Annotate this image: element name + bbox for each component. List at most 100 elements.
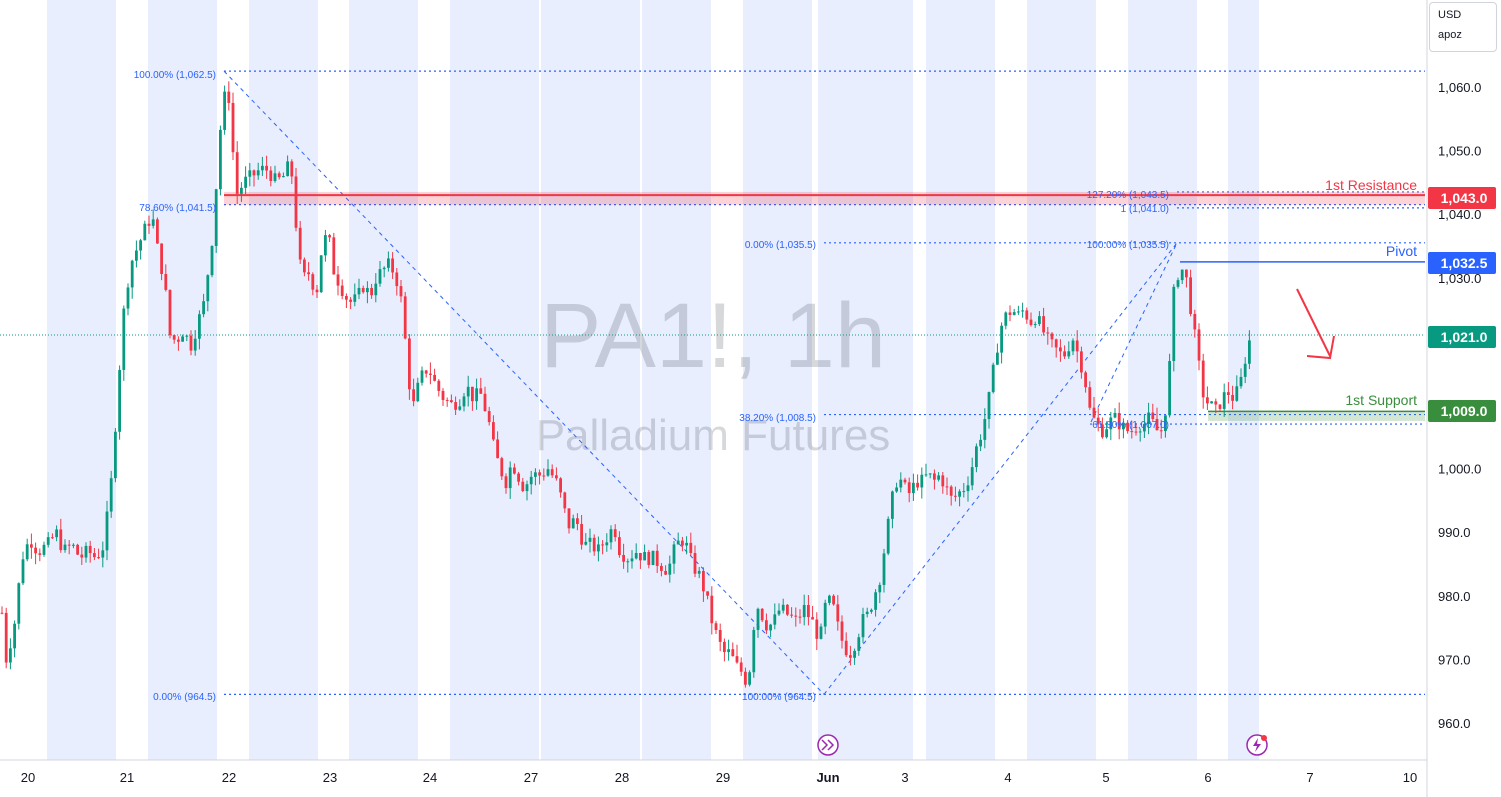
candle-body [256, 170, 260, 176]
candle-body [181, 336, 184, 342]
candle-body [244, 176, 247, 188]
candle-body [1130, 431, 1134, 433]
price-tick-label: 1,050.0 [1438, 144, 1481, 159]
candle-body [769, 624, 772, 631]
candle-body [517, 473, 520, 482]
session-band [450, 0, 539, 760]
candle-body [265, 165, 268, 171]
candle-body [382, 267, 386, 270]
instrument-name-watermark: Palladium Futures [536, 411, 891, 460]
candle-body [1101, 424, 1104, 438]
candle-body [597, 544, 600, 552]
candle-body [1122, 422, 1125, 430]
candle-body [681, 540, 684, 546]
candle-body [97, 557, 100, 559]
candle-body [122, 308, 126, 370]
candle-body [139, 240, 142, 251]
candle-body [1126, 422, 1129, 432]
session-bands [47, 0, 1259, 760]
fast-forward-icon[interactable] [817, 734, 839, 756]
lightning-icon[interactable] [1246, 734, 1268, 756]
candle-body [1000, 325, 1003, 353]
candle-body [954, 495, 957, 497]
candle-body [1113, 412, 1117, 418]
candle-body [1021, 310, 1024, 312]
candle-body [849, 655, 852, 658]
candle-body [706, 591, 709, 596]
resistance-label: 1st Resistance [1325, 177, 1417, 193]
symbol-watermark: PA1!, 1h [540, 285, 886, 387]
candle-body [802, 604, 806, 618]
candle-body [21, 559, 25, 584]
candle-body [298, 227, 302, 260]
candle-body [437, 380, 441, 391]
candle-body [798, 616, 802, 618]
candle-body [1143, 423, 1146, 432]
candle-body [689, 542, 693, 554]
candle-body [786, 604, 789, 615]
candle-body [420, 370, 424, 383]
candle-body [504, 476, 508, 489]
candle-body [760, 608, 764, 621]
candle-body [307, 272, 310, 275]
zigzag-line [823, 242, 1178, 695]
fib-label-100-ext: 100.00% (1,035.5) [1087, 240, 1169, 251]
candle-body [945, 486, 949, 488]
candle-body [403, 296, 407, 339]
candle-body [962, 491, 966, 493]
candle-body [1088, 387, 1092, 408]
candle-body [4, 612, 8, 663]
candle-body [261, 165, 264, 171]
candle-body [882, 553, 886, 585]
candle-body [651, 550, 655, 565]
candle-body [1214, 401, 1218, 405]
price-tick-label: 980.0 [1438, 589, 1471, 604]
fib-label-382-right: 38.20% (1,008.5) [739, 413, 816, 424]
candle-body [353, 294, 357, 302]
candle-body [223, 91, 226, 130]
candle-body [970, 467, 974, 486]
candle-body [1243, 363, 1247, 377]
candle-body [1063, 351, 1066, 357]
candle-body [592, 537, 596, 552]
candle-body [496, 439, 499, 459]
candle-body [639, 553, 642, 561]
candle-body [643, 552, 646, 561]
fib-label-1272: 127.20% (1,043.5) [1087, 190, 1169, 201]
currency-unit-selector[interactable]: USD apoz [1429, 2, 1497, 52]
candle-body [861, 614, 865, 638]
candle-body [399, 286, 403, 297]
candle-body [1193, 313, 1197, 330]
candle-body [542, 475, 546, 477]
candle-body [193, 338, 197, 351]
candle-body [966, 485, 970, 492]
candle-body [949, 486, 953, 496]
candle-body [626, 561, 630, 563]
price-axis[interactable]: 960.0970.0980.0990.01,000.01,010.01,020.… [1438, 80, 1481, 731]
candle-body [584, 541, 588, 545]
candle-body [214, 189, 218, 247]
candle-body [1071, 340, 1075, 352]
candle-body [46, 537, 50, 545]
session-band [818, 0, 913, 760]
time-tick-label: 7 [1306, 770, 1313, 785]
time-axis[interactable]: 20 21 22 23 24 27 28 29 Jun 3 4 5 6 7 10 [21, 770, 1417, 785]
candle-body [378, 269, 382, 284]
session-band [1128, 0, 1197, 760]
candle-body [895, 487, 898, 492]
candle-body [13, 623, 16, 649]
candle-body [613, 529, 617, 538]
candle-body [84, 545, 88, 558]
candle-body [647, 552, 651, 565]
candle-body [450, 400, 453, 403]
candle-body [458, 406, 462, 410]
candle-body [714, 623, 718, 630]
candle-body [130, 260, 134, 288]
candle-body [567, 508, 571, 529]
candle-body [391, 258, 394, 273]
candle-body [345, 296, 348, 300]
candle-body [487, 411, 491, 423]
projection-arrow[interactable] [1296, 288, 1335, 360]
candle-body [324, 235, 327, 256]
